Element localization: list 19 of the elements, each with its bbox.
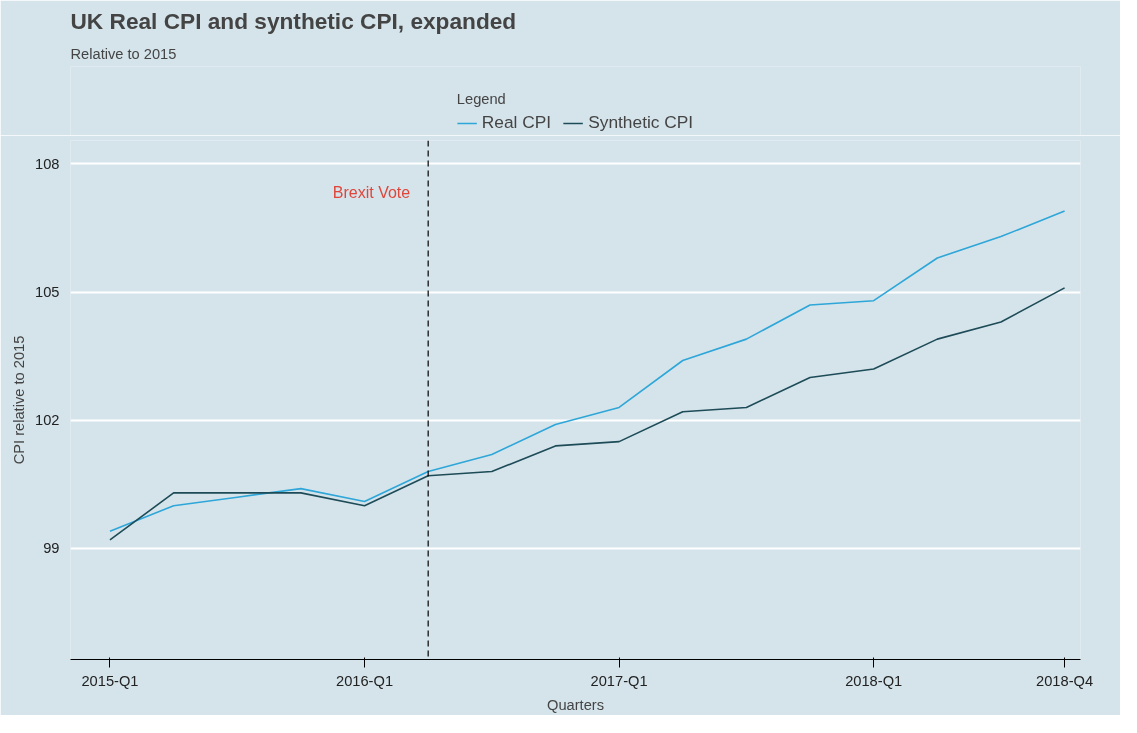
x-tick-label: 2015-Q1 — [81, 672, 139, 689]
y-axis-title: CPI relative to 2015 — [11, 335, 28, 465]
chart-title: UK Real CPI and synthetic CPI, expanded — [70, 7, 517, 34]
legend-label: Real CPI — [481, 112, 552, 133]
legend-title: Legend — [456, 91, 507, 107]
y-tick-label: 99 — [43, 540, 60, 557]
line-series — [109, 210, 1066, 533]
legend-label: Synthetic CPI — [588, 112, 694, 133]
x-axis-title: Quarters — [546, 696, 605, 713]
x-tick-label: 2018-Q4 — [1036, 672, 1094, 689]
line-series — [109, 287, 1066, 541]
x-tick-label: 2016-Q1 — [336, 672, 394, 689]
y-tick-label: 102 — [35, 412, 60, 429]
annotation: Brexit Vote — [332, 183, 411, 201]
chart-subtitle: Relative to 2015 — [70, 45, 177, 62]
x-tick-label: 2017-Q1 — [590, 672, 648, 689]
y-tick-label: 105 — [35, 284, 60, 301]
x-tick-label: 2018-Q1 — [845, 672, 903, 689]
y-tick-label: 108 — [35, 155, 60, 172]
